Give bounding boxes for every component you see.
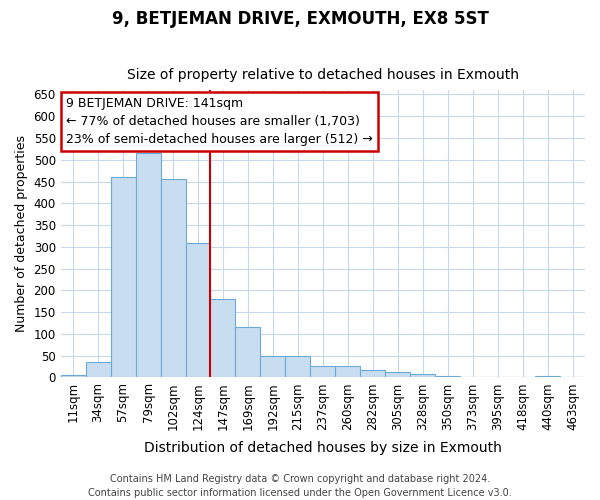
Bar xyxy=(211,299,235,378)
Text: Contains HM Land Registry data © Crown copyright and database right 2024.
Contai: Contains HM Land Registry data © Crown c… xyxy=(88,474,512,498)
Bar xyxy=(310,366,335,378)
Bar xyxy=(161,180,185,378)
Bar xyxy=(560,376,585,378)
Bar xyxy=(410,374,435,378)
Bar xyxy=(185,244,211,378)
Bar xyxy=(136,153,161,378)
Bar xyxy=(385,372,410,378)
Bar xyxy=(86,362,110,378)
Bar xyxy=(61,375,86,378)
X-axis label: Distribution of detached houses by size in Exmouth: Distribution of detached houses by size … xyxy=(144,441,502,455)
Bar xyxy=(260,356,286,378)
Bar xyxy=(286,356,310,378)
Title: Size of property relative to detached houses in Exmouth: Size of property relative to detached ho… xyxy=(127,68,519,82)
Text: 9, BETJEMAN DRIVE, EXMOUTH, EX8 5ST: 9, BETJEMAN DRIVE, EXMOUTH, EX8 5ST xyxy=(112,10,488,28)
Bar xyxy=(460,376,485,378)
Bar xyxy=(335,366,360,378)
Bar xyxy=(360,370,385,378)
Bar xyxy=(110,177,136,378)
Y-axis label: Number of detached properties: Number of detached properties xyxy=(15,136,28,332)
Text: 9 BETJEMAN DRIVE: 141sqm
← 77% of detached houses are smaller (1,703)
23% of sem: 9 BETJEMAN DRIVE: 141sqm ← 77% of detach… xyxy=(66,98,373,146)
Bar xyxy=(485,376,510,378)
Bar xyxy=(535,376,560,378)
Bar xyxy=(435,376,460,378)
Bar xyxy=(235,328,260,378)
